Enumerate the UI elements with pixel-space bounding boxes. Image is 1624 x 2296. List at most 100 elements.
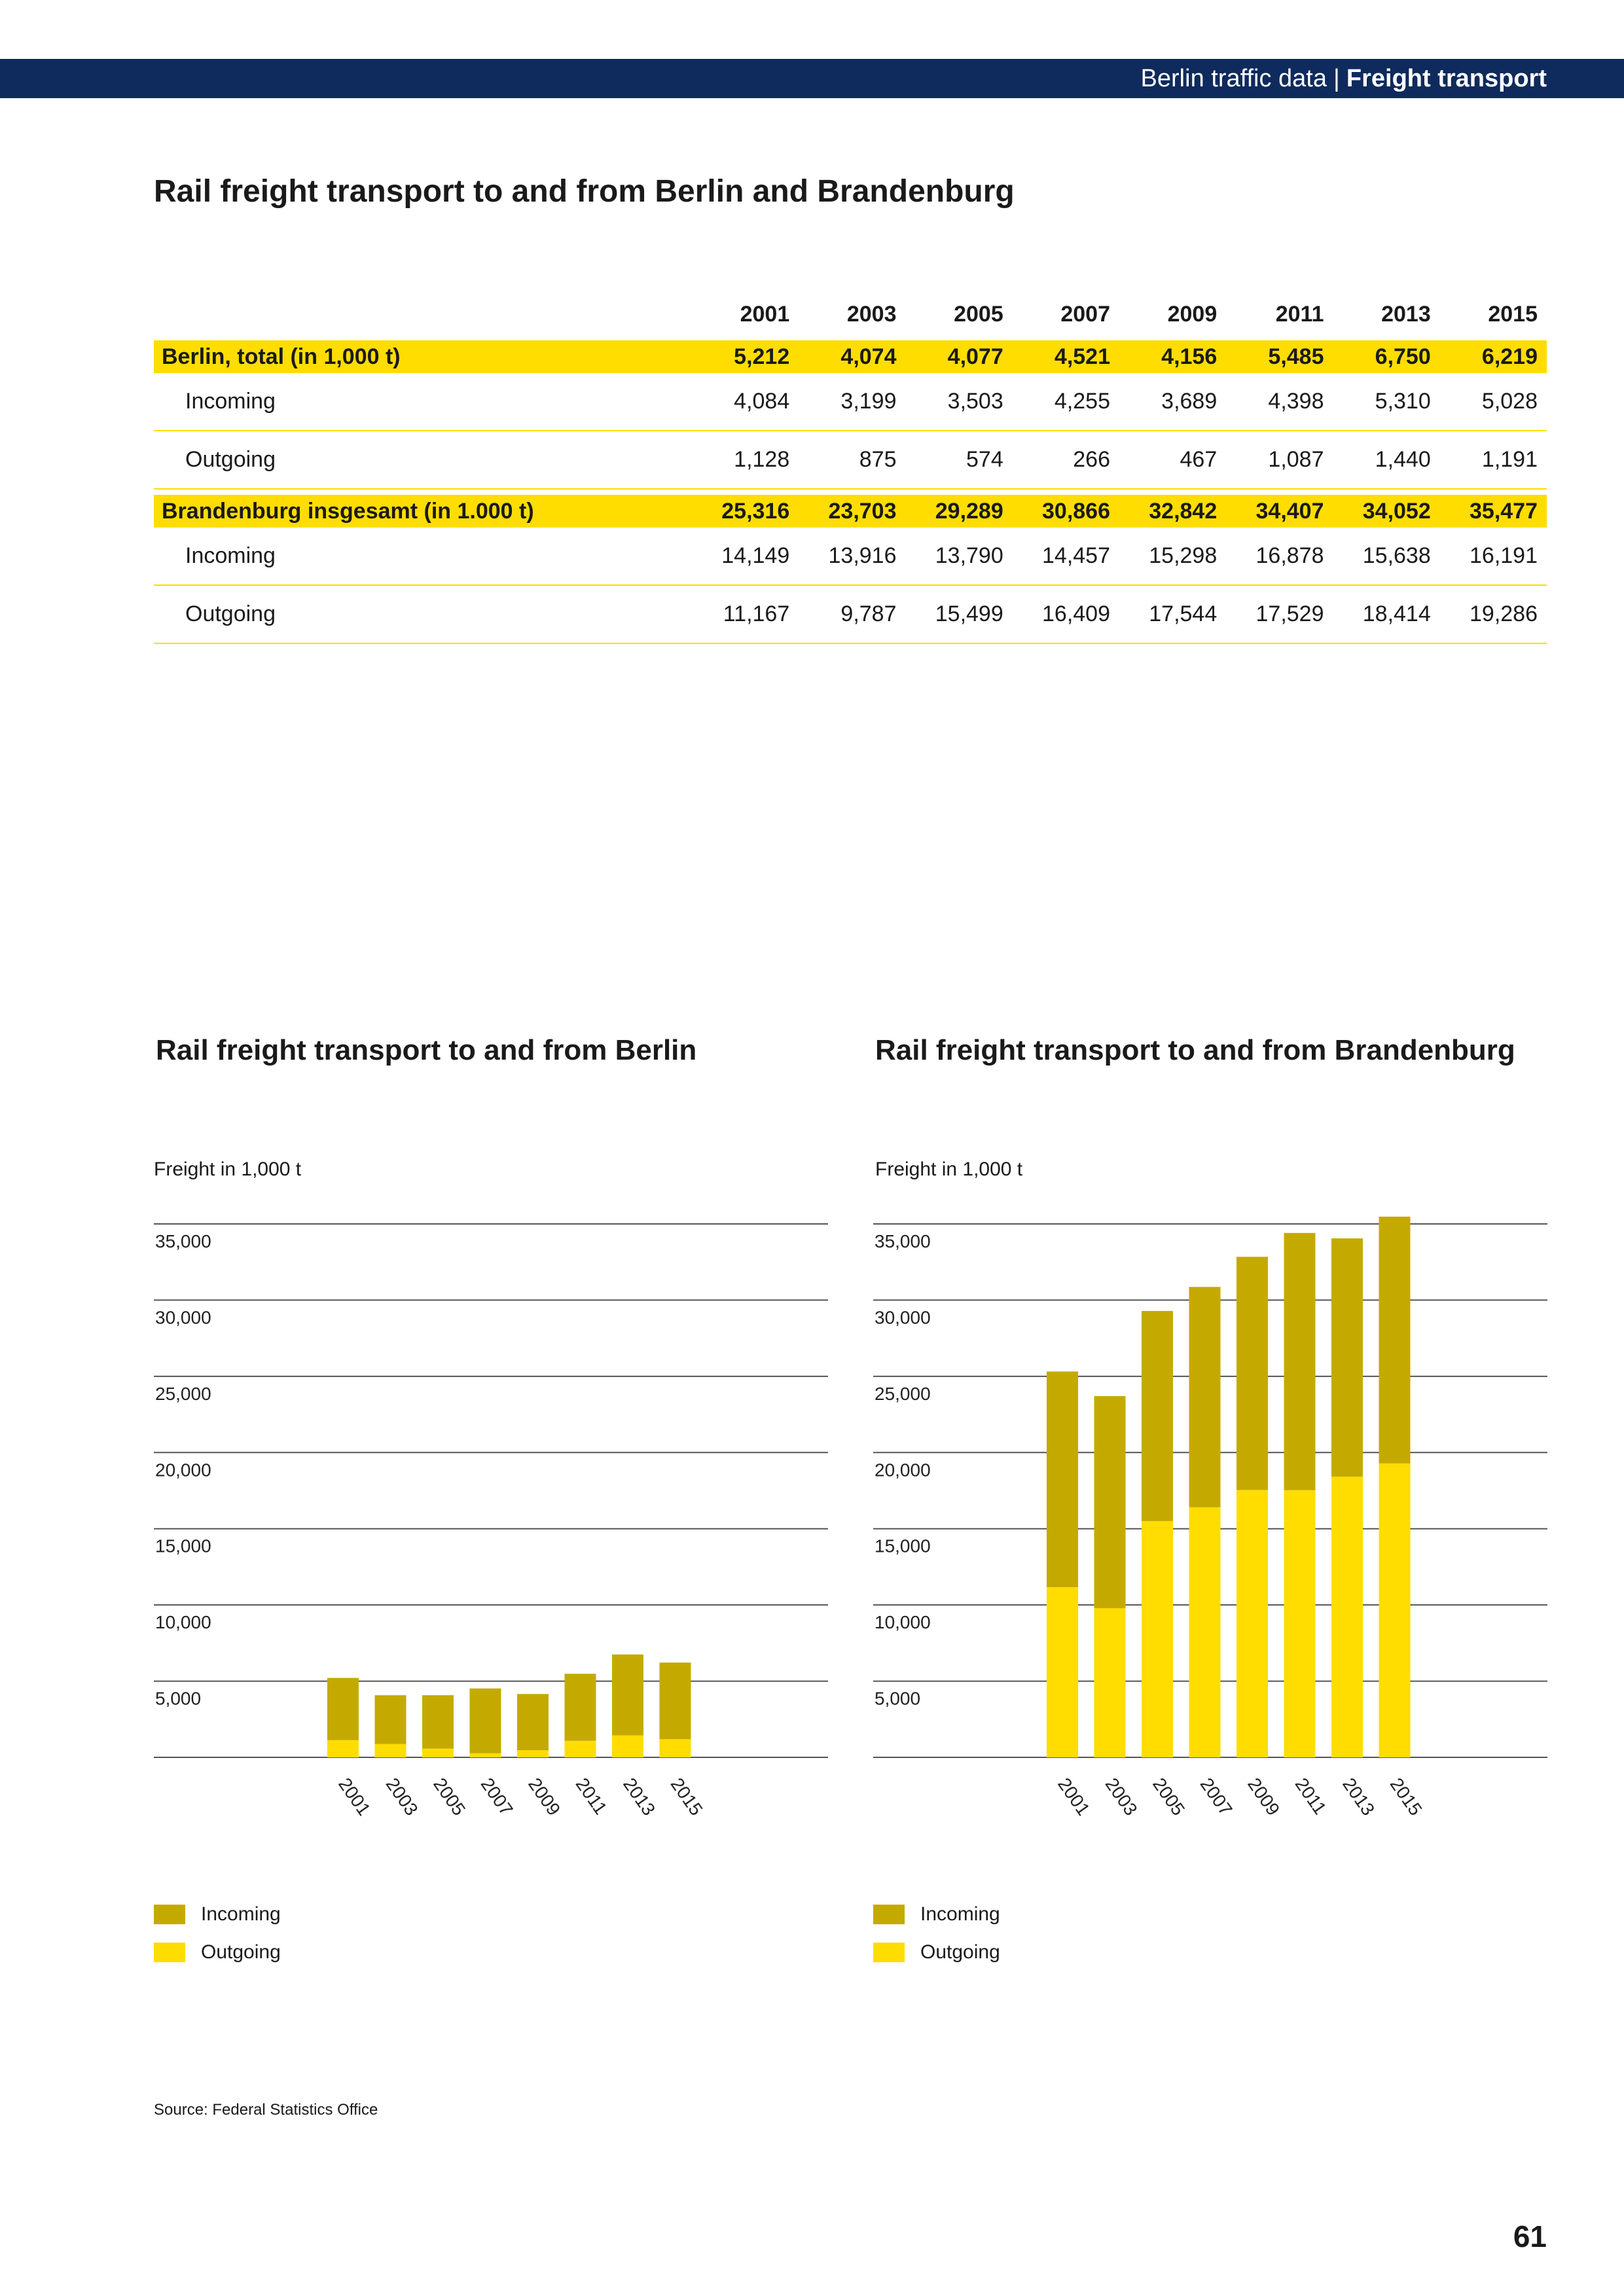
table-cell: 4,074 [799, 340, 906, 373]
header-text: Berlin traffic data | Freight transport [1141, 59, 1547, 98]
bar-outgoing-2001 [327, 1740, 359, 1757]
header-separator: | [1333, 65, 1340, 92]
table-row-berlin-total: Berlin, total (in 1,000 t) 5,212 4,074 4… [154, 340, 1547, 373]
legend-item-incoming: Incoming [873, 1901, 1000, 1928]
table-cell: 3,503 [905, 373, 1013, 431]
bar-incoming-2007 [469, 1688, 501, 1753]
row-label: Berlin, total (in 1,000 t) [154, 340, 692, 373]
table-cell: 1,128 [692, 431, 799, 490]
table-row-brandenburg-total: Brandenburg insgesamt (in 1.000 t) 25,31… [154, 495, 1547, 528]
y-tick-label: 25,000 [875, 1384, 931, 1404]
table-cell: 16,191 [1439, 528, 1547, 586]
x-tick-label: 2013 [1339, 1774, 1379, 1820]
x-tick-label: 2003 [1102, 1774, 1142, 1820]
x-tick-label: 2011 [572, 1774, 611, 1818]
y-tick-label: 35,000 [875, 1231, 931, 1251]
bar-outgoing-2013 [612, 1735, 643, 1757]
bar-outgoing-2015 [659, 1739, 691, 1757]
table-cell: 4,084 [692, 373, 799, 431]
bar-outgoing-2005 [1142, 1521, 1173, 1757]
brandenburg-legend: Incoming Outgoing [873, 1901, 1000, 1977]
y-tick-label: 5,000 [155, 1689, 201, 1709]
bar-outgoing-2013 [1331, 1477, 1363, 1757]
legend-label: Incoming [920, 1903, 1000, 1925]
table-header-year: 2007 [1060, 301, 1110, 327]
table-cell: 9,787 [799, 585, 906, 644]
y-tick-label: 15,000 [875, 1536, 931, 1556]
y-tick-label: 20,000 [875, 1460, 931, 1480]
legend-item-outgoing: Outgoing [873, 1939, 1000, 1965]
table-cell: 18,414 [1333, 585, 1440, 644]
table-cell: 13,790 [905, 528, 1013, 586]
brandenburg-chart: 5,000 10,000 15,000 20,000 25,000 30,000 35,00… [873, 1216, 1547, 1820]
table-cell: 15,499 [905, 585, 1013, 644]
table-cell: 875 [799, 431, 906, 490]
table-cell: 34,052 [1333, 495, 1440, 528]
bar-incoming-2013 [612, 1654, 643, 1736]
table-cell: 35,477 [1439, 495, 1547, 528]
bar-incoming-2001 [1047, 1371, 1078, 1587]
chart-title-brandenburg: Rail freight transport to and from Brand… [875, 1034, 1515, 1066]
bar-incoming-2009 [517, 1694, 549, 1751]
bar-outgoing-2007 [469, 1753, 501, 1757]
bar-outgoing-2015 [1379, 1463, 1411, 1757]
table-cell: 11,167 [692, 585, 799, 644]
table-cell: 6,219 [1439, 340, 1547, 373]
table-row-berlin-outgoing: Outgoing 1,128 875 574 266 467 1,087 1,4… [154, 431, 1547, 490]
table-cell: 16,409 [1012, 585, 1119, 644]
bar-outgoing-2009 [517, 1750, 549, 1757]
berlin-legend: Incoming Outgoing [154, 1901, 281, 1977]
bar-incoming-2001 [327, 1677, 359, 1740]
y-tick-label: 30,000 [155, 1307, 211, 1327]
table-row-berlin-incoming: Incoming 4,084 3,199 3,503 4,255 3,689 4… [154, 373, 1547, 431]
source-note: Source: Federal Statistics Office [154, 2101, 378, 2119]
x-tick-label: 2015 [1386, 1774, 1426, 1820]
bar-outgoing-2005 [422, 1748, 454, 1757]
table-cell: 19,286 [1439, 585, 1547, 644]
bar-incoming-2003 [1094, 1396, 1126, 1609]
table-header-year: 2009 [1167, 301, 1218, 327]
legend-item-incoming: Incoming [154, 1901, 281, 1928]
bar-incoming-2005 [422, 1695, 454, 1749]
freight-table: 2001 2003 2005 2007 2009 2011 2013 2015 … [154, 288, 1547, 644]
bar-incoming-2003 [374, 1695, 406, 1744]
table-spacer [154, 489, 1547, 495]
table-cell: 1,087 [1226, 431, 1333, 490]
page-title: Rail freight transport to and from Berli… [154, 174, 1015, 209]
y-tick-label: 20,000 [155, 1460, 211, 1480]
bar-outgoing-2003 [1094, 1608, 1126, 1757]
bar-outgoing-2007 [1189, 1507, 1221, 1757]
table-cell: 5,485 [1226, 340, 1333, 373]
x-tick-label: 2013 [619, 1774, 659, 1820]
x-tick-label: 2015 [667, 1774, 707, 1820]
table-cell: 34,407 [1226, 495, 1333, 528]
table-cell: 17,544 [1119, 585, 1227, 644]
row-label: Incoming [154, 373, 692, 431]
row-label: Outgoing [154, 585, 692, 644]
table-cell: 5,310 [1333, 373, 1440, 431]
table-row-brandenburg-incoming: Incoming 14,149 13,916 13,790 14,457 15,… [154, 528, 1547, 586]
table-cell: 17,529 [1226, 585, 1333, 644]
table-header-row: 2001 2003 2005 2007 2009 2011 2013 2015 [154, 288, 1547, 340]
x-tick-label: 2005 [429, 1774, 469, 1820]
legend-label: Outgoing [920, 1941, 1000, 1963]
bar-incoming-2005 [1142, 1310, 1173, 1522]
header-bar: Berlin traffic data | Freight transport [0, 59, 1624, 98]
y-tick-label: 30,000 [875, 1307, 931, 1327]
bar-outgoing-2011 [1284, 1490, 1316, 1757]
table-cell: 3,199 [799, 373, 906, 431]
x-tick-label: 2009 [524, 1774, 564, 1820]
legend-swatch-incoming [154, 1905, 185, 1924]
chart-title-berlin: Rail freight transport to and from Berli… [156, 1034, 697, 1066]
bar-incoming-2011 [1284, 1232, 1316, 1490]
spacer-cell [154, 489, 1547, 495]
table-cell: 4,398 [1226, 373, 1333, 431]
table-cell: 6,750 [1333, 340, 1440, 373]
chart-ylabel-berlin: Freight in 1,000 t [154, 1158, 302, 1180]
x-tick-label: 2009 [1244, 1774, 1284, 1820]
y-tick-label: 15,000 [155, 1536, 211, 1556]
table-cell: 5,212 [692, 340, 799, 373]
table-cell: 4,156 [1119, 340, 1227, 373]
legend-item-outgoing: Outgoing [154, 1939, 281, 1965]
table-header-year: 2015 [1488, 301, 1538, 327]
